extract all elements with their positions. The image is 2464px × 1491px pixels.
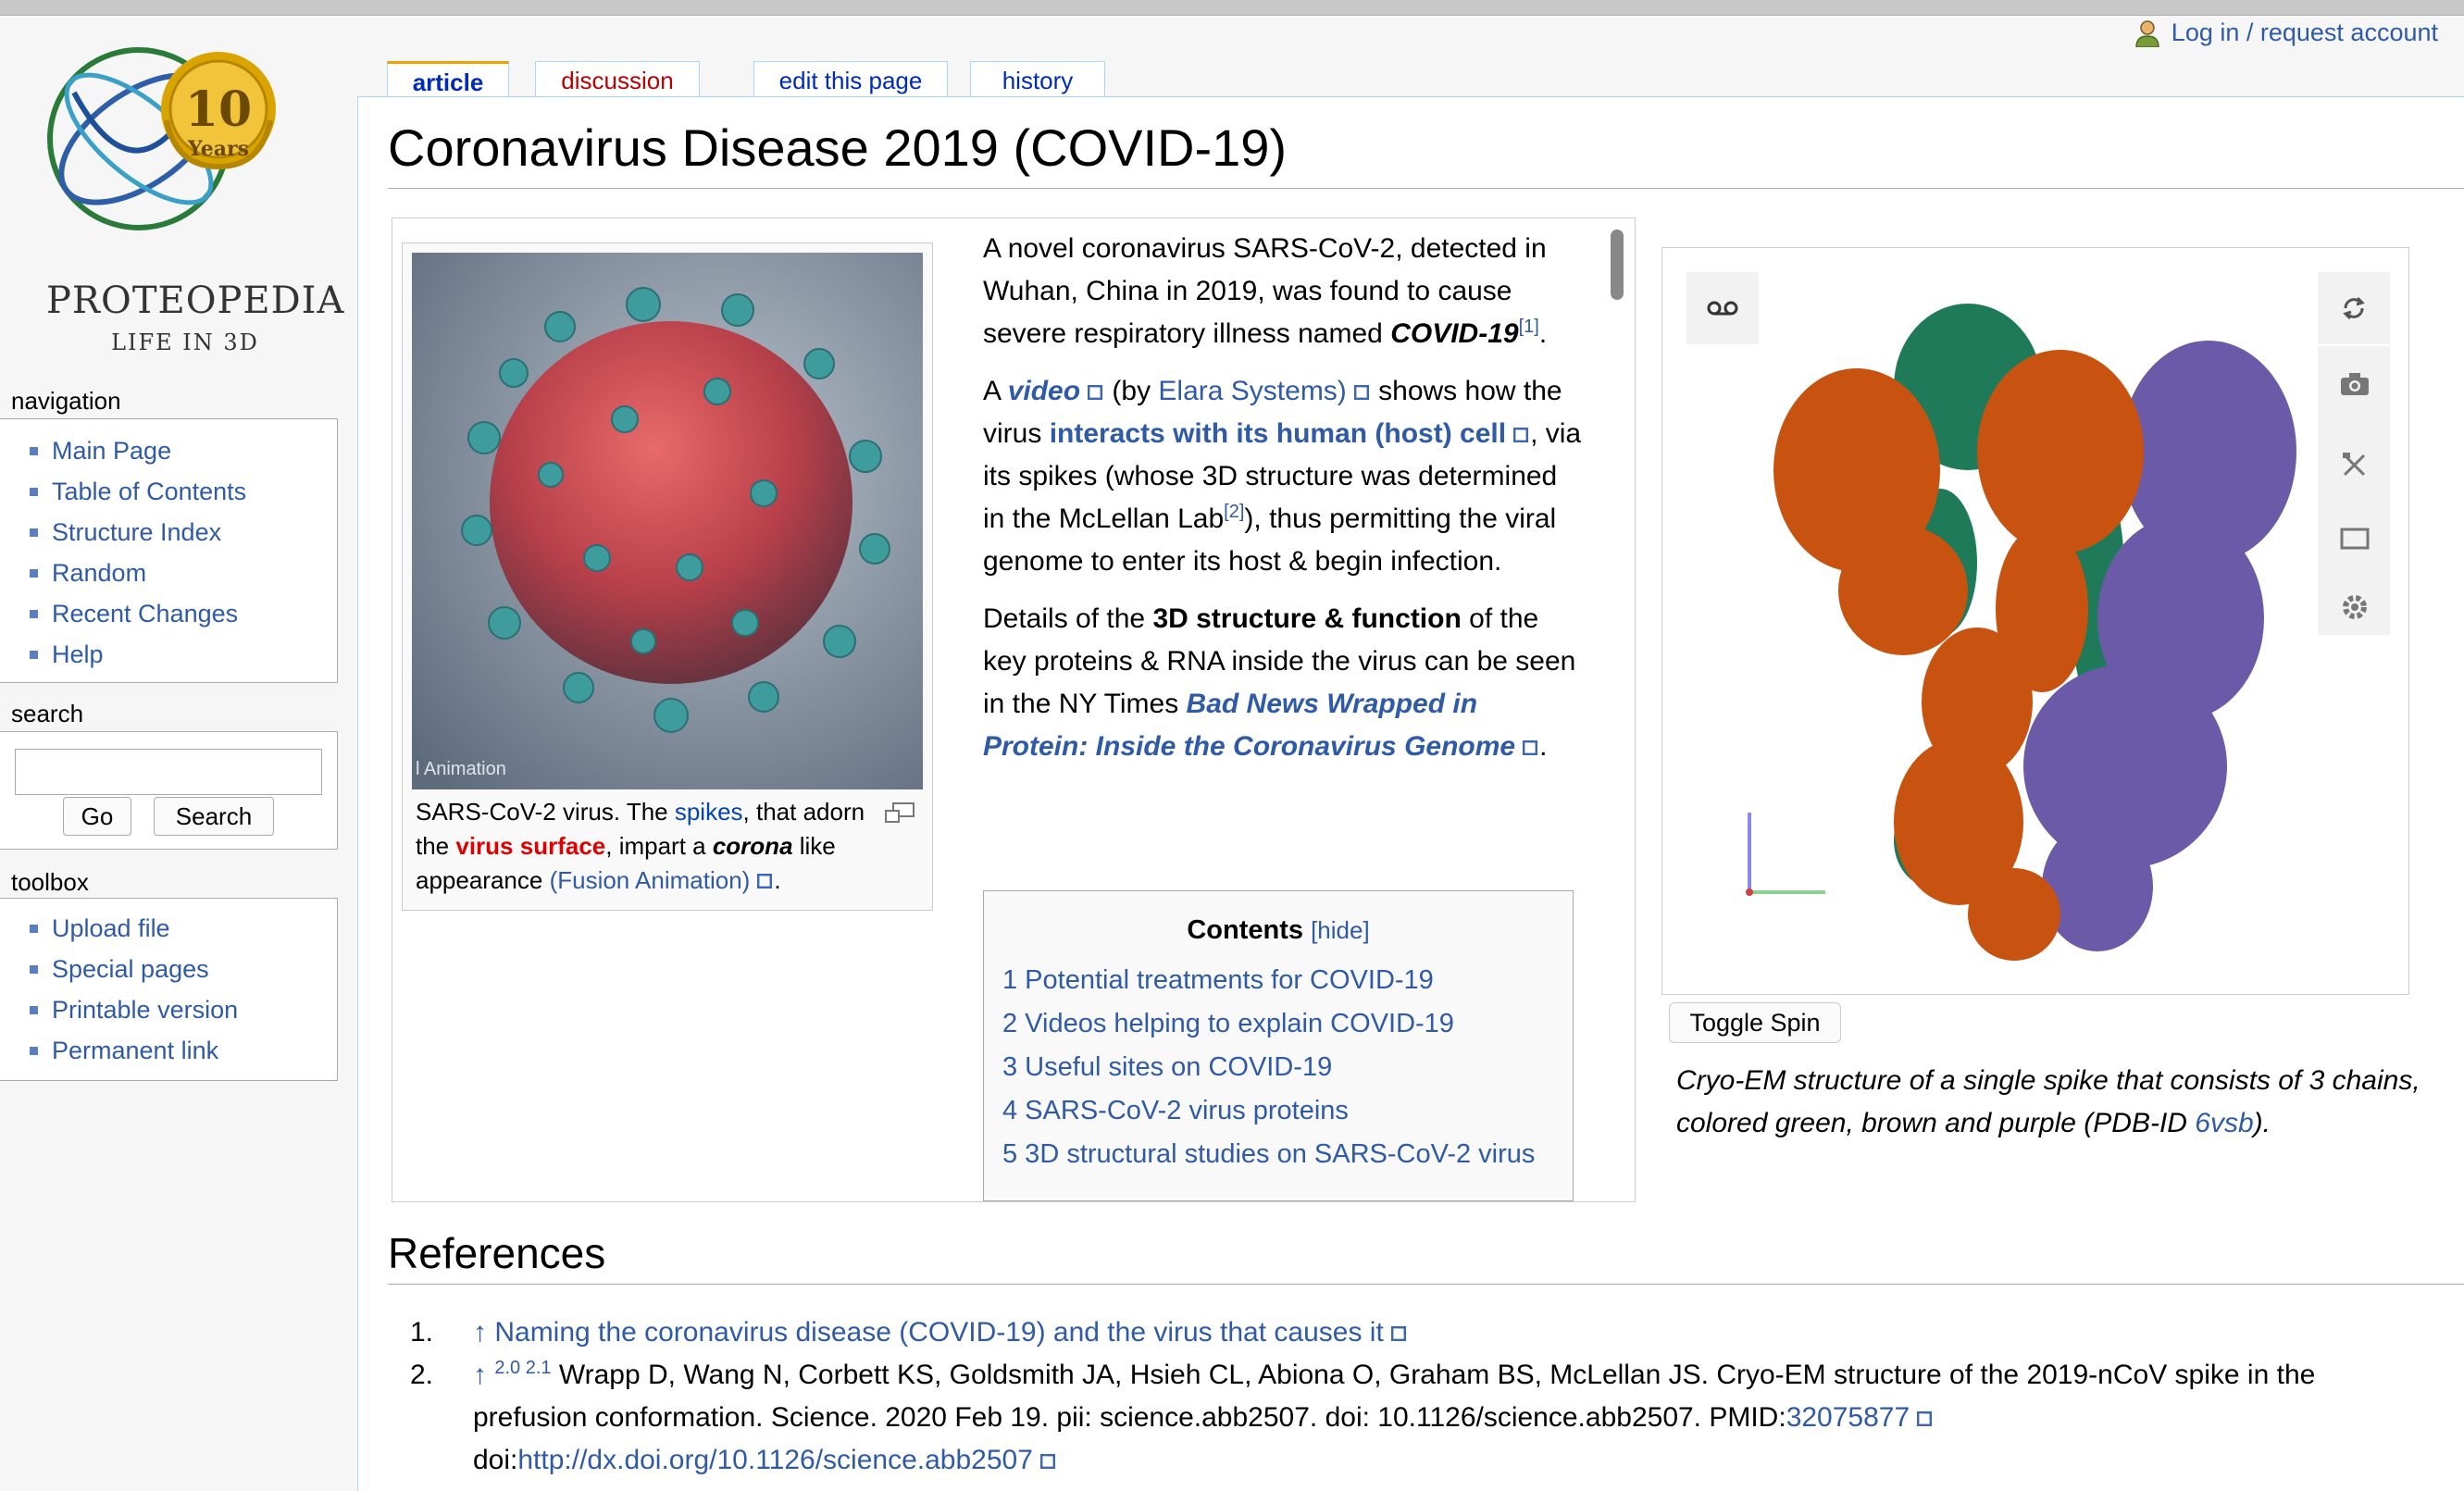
user-icon [2134, 19, 2160, 48]
logo-badge-number: 10 [184, 81, 253, 138]
tools-icon[interactable] [2340, 450, 2370, 484]
virus-image[interactable]: l Animation [412, 253, 923, 789]
scroll-thumb[interactable] [1611, 230, 1624, 300]
navigation-box: Main Page Table of Contents Structure In… [0, 418, 338, 683]
axes-icon [1746, 813, 1825, 896]
toc-title: Contents [hide] [1187, 915, 1370, 945]
logo-globe-icon [47, 47, 276, 230]
content-area: Coronavirus Disease 2019 (COVID-19) [357, 96, 2464, 1491]
toc-item-3[interactable]: 3 Useful sites on COVID-19 [1002, 1052, 1333, 1082]
nytimes-link[interactable]: Bad News Wrapped in Protein: Inside the … [983, 689, 1539, 762]
virus-figure: l Animation SARS-CoV-2 virus. The spikes… [402, 242, 933, 911]
molecule-viewer[interactable] [1661, 247, 2409, 995]
frame-scrollbar[interactable] [1607, 226, 1627, 1194]
virus-illustration [412, 253, 923, 789]
toc-item-2[interactable]: 2 Videos helping to explain COVID-19 [1002, 1009, 1454, 1038]
nav-structure-index[interactable]: Structure Index [0, 512, 337, 553]
toolbox-printable-version[interactable]: Printable version [0, 989, 337, 1030]
login-link[interactable]: Log in / request account [2134, 19, 2438, 48]
references-heading: References [388, 1229, 606, 1277]
toggle-spin-button[interactable]: Toggle Spin [1669, 1002, 1841, 1043]
tab-article[interactable]: article [387, 61, 509, 101]
intro-frame: l Animation SARS-CoV-2 virus. The spikes… [392, 217, 1636, 1202]
cassette-icon[interactable] [1686, 272, 1759, 344]
video-link[interactable]: video [1008, 376, 1104, 406]
image-watermark: l Animation [416, 759, 506, 779]
nav-help[interactable]: Help [0, 634, 337, 675]
browser-top-strip [0, 0, 2464, 16]
elara-link[interactable]: Elara Systems) [1158, 376, 1370, 406]
tab-history[interactable]: history [970, 61, 1105, 99]
search-input[interactable] [15, 749, 322, 795]
toc-hide-link[interactable]: [hide] [1311, 916, 1370, 944]
fullscreen-icon[interactable] [2340, 528, 2370, 554]
chain-brown [1773, 350, 2144, 961]
spikes-link[interactable]: spikes [674, 798, 743, 826]
nav-table-of-contents[interactable]: Table of Contents [0, 471, 337, 512]
toolbox-upload-file[interactable]: Upload file [0, 908, 337, 949]
reference-item: 1. ↑ Naming the coronavirus disease (COV… [410, 1311, 2432, 1354]
spike-protein-render [1773, 304, 2296, 961]
logo-badge-text: Years [187, 137, 250, 161]
viewer-caption: Cryo-EM structure of a single spike that… [1676, 1065, 2420, 1138]
intro-paragraph-3: Details of the 3D structure & function o… [983, 603, 1576, 762]
ref-2-link[interactable]: [2] [1224, 502, 1245, 522]
page-title: Coronavirus Disease 2019 (COVID-19) [388, 118, 1288, 177]
reference-item: 2. ↑ 2.0 2.1 Wrapp D, Wang N, Corbett KS… [410, 1358, 2316, 1475]
rotate-icon[interactable] [2318, 272, 2390, 344]
ref-1-link[interactable]: [1] [1518, 317, 1539, 337]
doi-link[interactable]: http://dx.doi.org/10.1126/science.abb250… [517, 1445, 1057, 1475]
toolbox-permanent-link[interactable]: Permanent link [0, 1030, 337, 1071]
references-divider [388, 1284, 2464, 1285]
pdb-6vsb-link[interactable]: 6vsb [2195, 1108, 2254, 1138]
ref-2-anchors[interactable]: 2.0 2.1 [494, 1358, 552, 1378]
intro-text: A novel coronavirus SARS-CoV-2, detected… [983, 228, 1585, 783]
references-list: 1. ↑ Naming the coronavirus disease (COV… [410, 1311, 2432, 1482]
search-title: search [11, 700, 84, 727]
table-of-contents: Contents [hide] 1 Potential treatments f… [983, 890, 1574, 1201]
intro-paragraph-1: A novel coronavirus SARS-CoV-2, detected… [983, 233, 1548, 349]
nav-main-page[interactable]: Main Page [0, 430, 337, 471]
tab-discussion[interactable]: discussion [535, 61, 700, 99]
toolbox-title: toolbox [11, 868, 89, 896]
go-button[interactable]: Go [63, 797, 131, 836]
nav-recent-changes[interactable]: Recent Changes [0, 593, 337, 634]
nav-random[interactable]: Random [0, 553, 337, 593]
proteopedia-logo[interactable]: 10 Years PROTEOPEDIA LIFE IN 3D [37, 28, 345, 370]
search-box: Go Search [0, 731, 338, 850]
navigation-title: navigation [11, 387, 121, 415]
login-label[interactable]: Log in / request account [2171, 19, 2438, 46]
figure-caption: SARS-CoV-2 virus. The spikes, that adorn… [416, 798, 865, 894]
toc-item-1[interactable]: 1 Potential treatments for COVID-19 [1002, 965, 1434, 995]
pmid-link[interactable]: 32075877 [1786, 1402, 1934, 1433]
logo-tagline: LIFE IN 3D [111, 329, 259, 355]
virus-surface-link[interactable]: virus surface [455, 832, 606, 860]
chain-purple [2023, 341, 2296, 951]
camera-icon[interactable] [2340, 372, 2370, 401]
fusion-animation-link[interactable]: (Fusion Animation) [550, 866, 775, 894]
ref-2-backlink[interactable]: ↑ [473, 1360, 487, 1390]
ref-1-title-link[interactable]: Naming the coronavirus disease (COVID-19… [494, 1317, 1407, 1348]
interacts-link[interactable]: interacts with its human (host) cell [1050, 418, 1530, 449]
toolbox-special-pages[interactable]: Special pages [0, 949, 337, 989]
toc-item-5[interactable]: 5 3D structural studies on SARS-CoV-2 vi… [1002, 1139, 1536, 1169]
search-button[interactable]: Search [154, 797, 274, 836]
title-divider [388, 188, 2464, 189]
toc-item-4[interactable]: 4 SARS-CoV-2 virus proteins [1002, 1096, 1349, 1125]
toolbox-box: Upload file Special pages Printable vers… [0, 898, 338, 1081]
tab-edit-page[interactable]: edit this page [753, 61, 948, 99]
intro-paragraph-2: A video (by Elara Systems) shows how the… [983, 376, 1582, 577]
ref-1-backlink[interactable]: ↑ [473, 1317, 487, 1348]
settings-gear-icon[interactable] [2340, 592, 2370, 627]
logo-name: PROTEOPEDIA [46, 280, 345, 322]
magnify-icon[interactable] [884, 802, 915, 825]
